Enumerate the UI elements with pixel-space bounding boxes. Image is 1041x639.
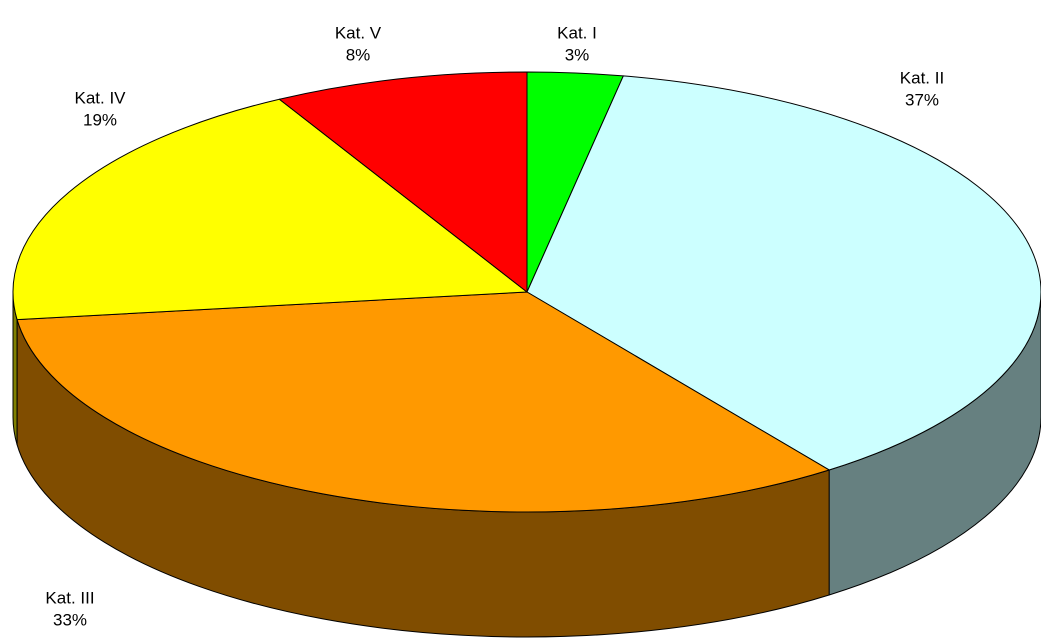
- slice-label: Kat. V: [335, 23, 382, 42]
- top-faces: [12, 71, 1041, 513]
- pie-slice: [12, 98, 528, 321]
- slice-value-label: 19%: [83, 110, 117, 129]
- slice-label: Kat. I: [557, 23, 597, 42]
- slice-value-label: 33%: [53, 610, 87, 629]
- slice-value-label: 8%: [346, 45, 371, 64]
- slice-value-label: 37%: [905, 90, 939, 109]
- slice-label: Kat. III: [45, 588, 94, 607]
- slice-label: Kat. II: [900, 68, 944, 87]
- slice-label: Kat. IV: [74, 88, 126, 107]
- pie-slice: [278, 71, 528, 293]
- pie-slice: [16, 291, 830, 513]
- pie-slice: [526, 75, 1041, 471]
- slice-value-label: 3%: [565, 45, 590, 64]
